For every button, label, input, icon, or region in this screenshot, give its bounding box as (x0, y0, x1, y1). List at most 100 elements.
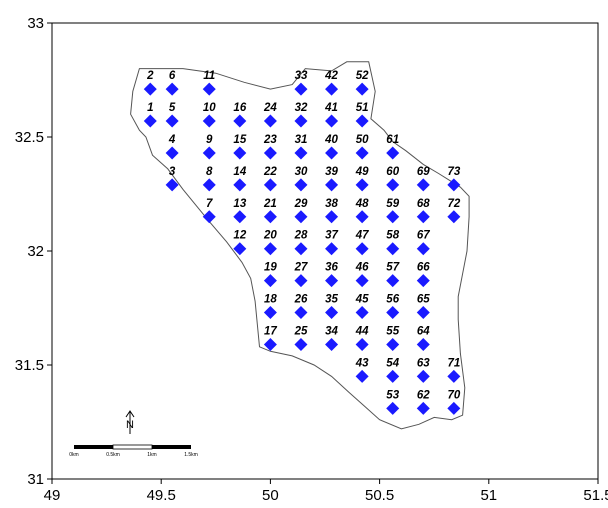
sample-point-25 (294, 337, 308, 351)
scale-bar-segment-2 (112, 444, 153, 450)
sample-point-label-62: 62 (417, 389, 430, 401)
sample-point-label-9: 9 (206, 134, 213, 146)
y-tick-label-3: 32.5 (15, 129, 44, 146)
sample-point-52 (355, 82, 369, 96)
sample-point-59 (386, 210, 400, 224)
x-axis-ticks: 49 49.5 50 50.5 51 51.5 (44, 479, 608, 504)
sample-points (143, 82, 461, 415)
sample-point-45 (355, 306, 369, 320)
sample-point-label-49: 49 (355, 166, 369, 178)
sample-point-48 (355, 210, 369, 224)
sample-point-label-18: 18 (264, 294, 277, 306)
sample-point-65 (416, 306, 430, 320)
sample-point-69 (416, 178, 430, 192)
sample-point-label-57: 57 (386, 262, 399, 274)
sample-point-label-43: 43 (355, 357, 369, 369)
sample-point-label-35: 35 (325, 294, 338, 306)
sample-point-56 (386, 306, 400, 320)
sample-point-label-65: 65 (417, 294, 430, 306)
sample-point-label-34: 34 (325, 325, 338, 337)
sample-point-16 (233, 114, 247, 128)
sample-point-10 (202, 114, 216, 128)
sample-point-label-1: 1 (147, 102, 153, 114)
sample-point-label-44: 44 (355, 325, 369, 337)
sample-point-3 (165, 178, 179, 192)
sample-point-label-42: 42 (324, 70, 338, 82)
sample-point-26 (294, 306, 308, 320)
sample-point-39 (325, 178, 339, 192)
sample-point-71 (447, 369, 461, 383)
sample-point-label-46: 46 (355, 262, 369, 274)
sample-point-label-63: 63 (417, 357, 430, 369)
sample-point-label-66: 66 (417, 262, 430, 274)
scale-bar-segment-3 (152, 445, 191, 449)
sample-point-38 (325, 210, 339, 224)
sample-point-label-72: 72 (447, 198, 460, 210)
sample-point-60 (386, 178, 400, 192)
sample-point-label-4: 4 (168, 134, 176, 146)
sample-point-73 (447, 178, 461, 192)
sample-point-label-68: 68 (417, 198, 430, 210)
north-arrow-icon (125, 410, 135, 434)
sample-point-label-25: 25 (294, 325, 308, 337)
scale-bar-label-3: 1.5km (184, 452, 198, 458)
sample-point-label-52: 52 (356, 70, 369, 82)
scale-bar: 0km 0.5km 1km 1.5km (69, 444, 198, 458)
sample-point-20 (263, 242, 277, 256)
sample-point-23 (263, 146, 277, 160)
sample-point-label-23: 23 (263, 134, 277, 146)
sample-point-13 (233, 210, 247, 224)
x-tick-label-1: 49.5 (147, 487, 176, 504)
sample-point-70 (447, 401, 461, 415)
sample-point-66 (416, 274, 430, 288)
sample-point-35 (325, 306, 339, 320)
sample-point-label-20: 20 (263, 230, 277, 242)
sample-point-15 (233, 146, 247, 160)
sample-point-label-2: 2 (146, 70, 154, 82)
sample-point-label-27: 27 (294, 262, 308, 274)
y-tick-label-1: 31.5 (15, 357, 44, 374)
sample-point-label-26: 26 (294, 294, 308, 306)
scale-bar-label-0: 0km (69, 452, 78, 458)
sample-point-label-31: 31 (295, 134, 308, 146)
sample-point-43 (355, 369, 369, 383)
sample-point-6 (165, 82, 179, 96)
sample-point-22 (263, 178, 277, 192)
sample-point-9 (202, 146, 216, 160)
sample-point-label-73: 73 (447, 166, 460, 178)
sample-point-21 (263, 210, 277, 224)
sample-point-label-14: 14 (233, 166, 246, 178)
sample-point-labels: 1234567891011121314151617181920212223242… (146, 70, 461, 401)
sample-point-8 (202, 178, 216, 192)
sample-point-label-67: 67 (417, 230, 430, 242)
sample-point-label-16: 16 (233, 102, 246, 114)
sample-point-46 (355, 274, 369, 288)
sample-point-1 (143, 114, 157, 128)
sample-point-label-45: 45 (355, 294, 369, 306)
sample-point-58 (386, 242, 400, 256)
sample-point-44 (355, 337, 369, 351)
sample-point-57 (386, 274, 400, 288)
x-tick-label-3: 50.5 (365, 487, 394, 504)
sample-point-29 (294, 210, 308, 224)
sample-point-label-6: 6 (169, 70, 176, 82)
sample-point-label-70: 70 (447, 389, 460, 401)
sample-point-54 (386, 369, 400, 383)
sample-point-19 (263, 274, 277, 288)
sample-point-label-40: 40 (324, 134, 338, 146)
sample-point-51 (355, 114, 369, 128)
sample-point-label-56: 56 (386, 294, 399, 306)
sample-point-63 (416, 369, 430, 383)
sample-point-label-11: 11 (203, 70, 215, 82)
sample-point-label-19: 19 (264, 262, 277, 274)
sample-point-label-38: 38 (325, 198, 338, 210)
sample-point-label-10: 10 (203, 102, 216, 114)
scale-bar-label-1: 0.5km (106, 452, 120, 458)
y-axis-ticks: 31 31.5 32 32.5 33 (15, 15, 52, 488)
sample-point-5 (165, 114, 179, 128)
sample-point-label-39: 39 (325, 166, 338, 178)
sample-point-label-54: 54 (386, 357, 399, 369)
x-tick-label-4: 51 (480, 487, 497, 504)
sample-point-34 (325, 337, 339, 351)
